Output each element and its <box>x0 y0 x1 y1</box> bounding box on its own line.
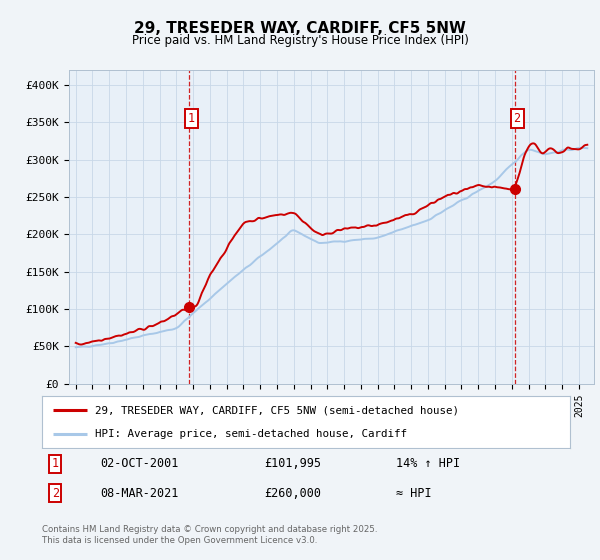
Text: £101,995: £101,995 <box>264 458 321 470</box>
Text: 2: 2 <box>514 112 521 125</box>
Text: 1: 1 <box>52 458 59 470</box>
Text: 1: 1 <box>188 112 195 125</box>
Text: 29, TRESEDER WAY, CARDIFF, CF5 5NW: 29, TRESEDER WAY, CARDIFF, CF5 5NW <box>134 21 466 36</box>
Text: £260,000: £260,000 <box>264 487 321 500</box>
Text: Contains HM Land Registry data © Crown copyright and database right 2025.
This d: Contains HM Land Registry data © Crown c… <box>42 525 377 545</box>
Text: HPI: Average price, semi-detached house, Cardiff: HPI: Average price, semi-detached house,… <box>95 429 407 439</box>
Text: 2: 2 <box>52 487 59 500</box>
Text: 08-MAR-2021: 08-MAR-2021 <box>100 487 178 500</box>
Text: 14% ↑ HPI: 14% ↑ HPI <box>396 458 460 470</box>
Text: 29, TRESEDER WAY, CARDIFF, CF5 5NW (semi-detached house): 29, TRESEDER WAY, CARDIFF, CF5 5NW (semi… <box>95 405 459 416</box>
Text: ≈ HPI: ≈ HPI <box>396 487 431 500</box>
Text: Price paid vs. HM Land Registry's House Price Index (HPI): Price paid vs. HM Land Registry's House … <box>131 34 469 46</box>
Text: 02-OCT-2001: 02-OCT-2001 <box>100 458 178 470</box>
